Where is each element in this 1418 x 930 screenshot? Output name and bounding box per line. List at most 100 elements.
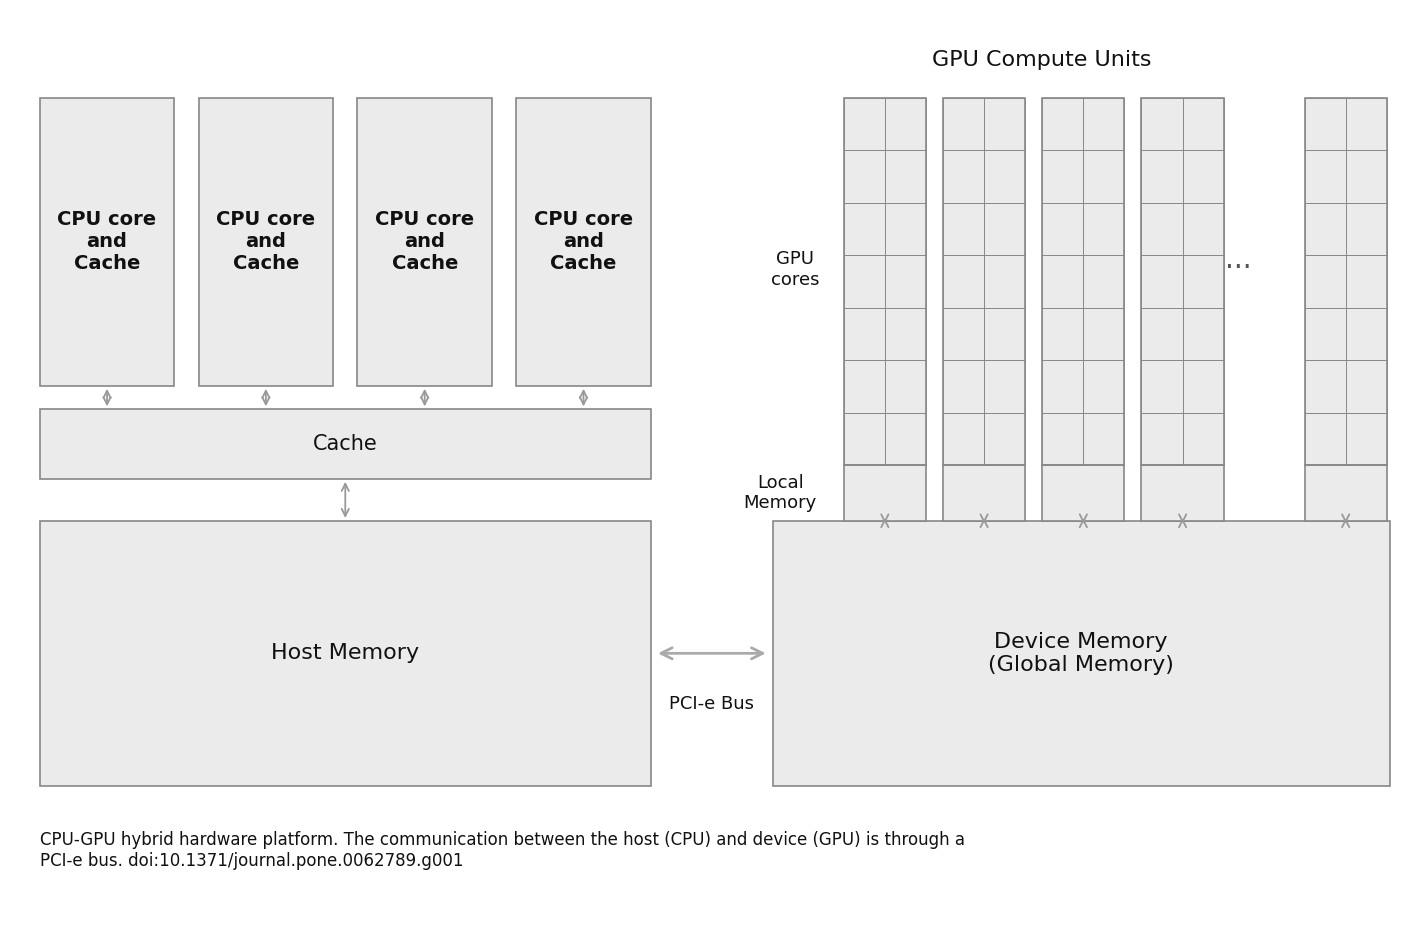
Text: Local
Memory: Local Memory (743, 473, 817, 512)
Bar (1042, 465, 1124, 521)
Bar (844, 98, 926, 465)
Bar (516, 98, 651, 386)
Bar (1083, 203, 1124, 255)
Bar (40, 98, 174, 386)
Bar (1141, 203, 1183, 255)
Bar (1305, 360, 1346, 413)
Bar (1305, 150, 1346, 203)
Bar (773, 521, 1390, 786)
Text: ...: ... (1225, 246, 1251, 274)
Bar (1042, 413, 1083, 465)
Bar (1183, 308, 1224, 360)
Text: GPU
cores: GPU cores (771, 250, 820, 289)
Bar (1183, 203, 1224, 255)
Bar (1346, 255, 1387, 308)
Bar (1083, 308, 1124, 360)
Bar (1042, 203, 1083, 255)
Bar (1346, 413, 1387, 465)
Bar (844, 98, 885, 150)
Bar (943, 98, 984, 150)
Bar (1042, 308, 1083, 360)
Bar (885, 203, 926, 255)
Text: CPU core
and
Cache: CPU core and Cache (58, 210, 156, 273)
Bar (943, 465, 1025, 521)
Bar (943, 413, 984, 465)
Bar (199, 98, 333, 386)
Bar (943, 308, 984, 360)
Bar (1141, 360, 1183, 413)
Bar (1305, 465, 1387, 521)
Bar (1042, 150, 1083, 203)
Bar (1346, 203, 1387, 255)
Bar (844, 255, 885, 308)
Text: CPU core
and
Cache: CPU core and Cache (217, 210, 315, 273)
Bar (357, 98, 492, 386)
Bar (1042, 98, 1083, 150)
Bar (1083, 255, 1124, 308)
Bar (844, 465, 926, 521)
Bar (943, 203, 984, 255)
Bar (885, 308, 926, 360)
Bar (1083, 413, 1124, 465)
Bar (1305, 255, 1346, 308)
Bar (844, 360, 885, 413)
Bar (844, 150, 885, 203)
Bar (1083, 360, 1124, 413)
Bar (984, 413, 1025, 465)
Bar (1141, 98, 1183, 150)
Text: CPU core
and
Cache: CPU core and Cache (376, 210, 474, 273)
Bar (984, 98, 1025, 150)
Bar (844, 413, 885, 465)
Bar (984, 150, 1025, 203)
Bar (984, 360, 1025, 413)
Bar (1346, 308, 1387, 360)
Bar (1346, 98, 1387, 150)
Bar (40, 521, 651, 786)
Text: PCI-e Bus: PCI-e Bus (669, 696, 754, 713)
Text: Cache: Cache (313, 434, 377, 454)
Bar (943, 360, 984, 413)
Bar (885, 98, 926, 150)
Bar (844, 308, 885, 360)
Bar (844, 203, 885, 255)
Bar (1141, 150, 1183, 203)
Bar (885, 413, 926, 465)
Bar (885, 150, 926, 203)
Bar (1183, 360, 1224, 413)
Text: Device Memory
(Global Memory): Device Memory (Global Memory) (988, 631, 1174, 675)
Bar (1141, 413, 1183, 465)
Bar (984, 308, 1025, 360)
Bar (885, 255, 926, 308)
Text: CPU core
and
Cache: CPU core and Cache (535, 210, 632, 273)
Bar (1346, 360, 1387, 413)
Bar (1305, 308, 1346, 360)
Bar (984, 203, 1025, 255)
Bar (1305, 413, 1346, 465)
Bar (1305, 98, 1346, 150)
Bar (1346, 150, 1387, 203)
Bar (943, 255, 984, 308)
Bar (1305, 203, 1346, 255)
Bar (943, 98, 1025, 465)
Text: GPU Compute Units: GPU Compute Units (933, 50, 1151, 71)
Bar (943, 150, 984, 203)
Bar (1141, 308, 1183, 360)
Bar (1183, 150, 1224, 203)
Bar (1141, 255, 1183, 308)
Bar (1042, 98, 1124, 465)
Bar (1083, 150, 1124, 203)
Text: CPU-GPU hybrid hardware platform. The communication between the host (CPU) and d: CPU-GPU hybrid hardware platform. The co… (40, 830, 964, 870)
Bar (1141, 465, 1224, 521)
Bar (1042, 360, 1083, 413)
Bar (1141, 98, 1224, 465)
Bar (885, 360, 926, 413)
Bar (984, 255, 1025, 308)
Text: Host Memory: Host Memory (271, 644, 420, 663)
Bar (1305, 98, 1387, 465)
Bar (1083, 98, 1124, 150)
Bar (1183, 255, 1224, 308)
Bar (40, 409, 651, 479)
Bar (1183, 413, 1224, 465)
Bar (1042, 255, 1083, 308)
Bar (1183, 98, 1224, 150)
